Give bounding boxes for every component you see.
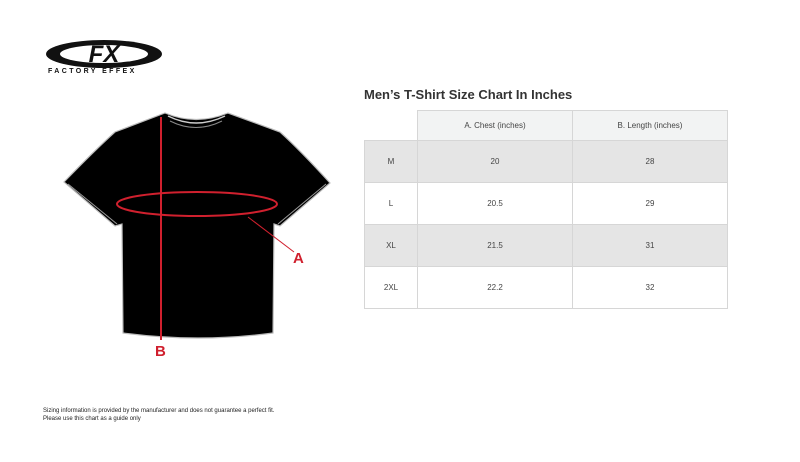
- label-b: B: [155, 343, 166, 360]
- size-chart-table: A. Chest (inches) B. Length (inches) M 2…: [364, 110, 728, 309]
- disclaimer-line-1: Sizing information is provided by the ma…: [43, 408, 275, 414]
- size-cell: 2XL: [364, 266, 418, 309]
- size-cell: M: [364, 140, 418, 183]
- size-chart-title: Men’s T-Shirt Size Chart In Inches: [364, 87, 573, 102]
- chest-cell: 21.5: [417, 224, 573, 267]
- disclaimer-line-2: Please use this chart as a guide only: [43, 416, 141, 422]
- header-length: B. Length (inches): [572, 110, 728, 141]
- table-row: XL 21.5 31: [364, 224, 728, 267]
- size-cell: L: [364, 182, 418, 225]
- length-cell: 31: [572, 224, 728, 267]
- table-row: 2XL 22.2 32: [364, 266, 728, 309]
- length-cell: 28: [572, 140, 728, 183]
- chest-cell: 22.2: [417, 266, 573, 309]
- chest-cell: 20: [417, 140, 573, 183]
- factory-effex-logo: FX: [46, 40, 162, 68]
- chest-measure-line: [116, 191, 278, 217]
- header-row: A. Chest (inches) B. Length (inches): [364, 110, 728, 141]
- table-row: M 20 28: [364, 140, 728, 183]
- table-row: L 20.5 29: [364, 182, 728, 225]
- tshirt-shape: [63, 112, 331, 339]
- label-a: A: [293, 250, 304, 267]
- length-cell: 32: [572, 266, 728, 309]
- disclaimer: Sizing information is provided by the ma…: [43, 407, 274, 423]
- size-cell: XL: [364, 224, 418, 267]
- svg-text:FX: FX: [89, 41, 122, 68]
- chest-cell: 20.5: [417, 182, 573, 225]
- header-chest: A. Chest (inches): [417, 110, 573, 141]
- length-cell: 29: [572, 182, 728, 225]
- tshirt-diagram: A B: [63, 112, 331, 360]
- brand-name: FACTORY EFFEX: [48, 68, 137, 75]
